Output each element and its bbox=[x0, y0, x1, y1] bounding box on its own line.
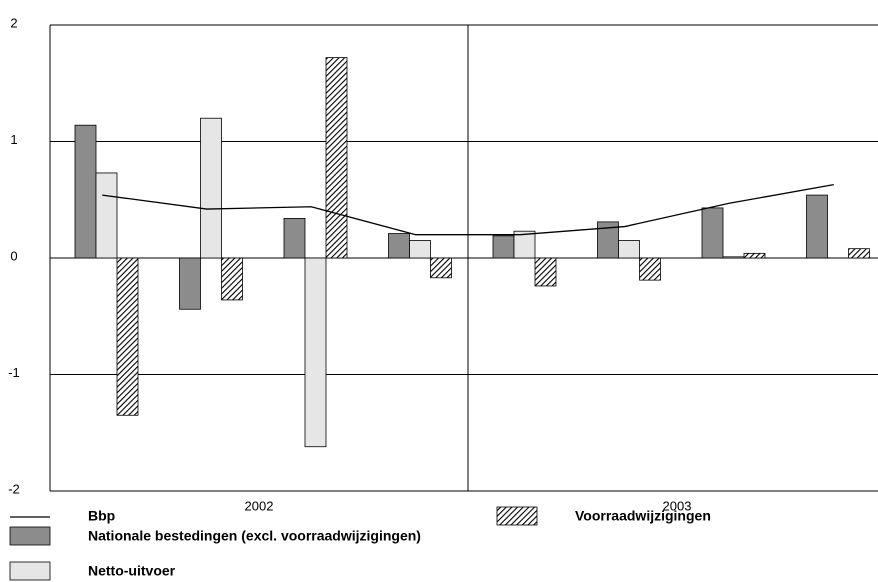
bar bbox=[848, 248, 870, 259]
bar bbox=[492, 235, 515, 259]
bar bbox=[430, 257, 452, 279]
y-tick-label: 1 bbox=[10, 132, 17, 147]
x-group-label: 2003 bbox=[663, 498, 692, 513]
bar bbox=[409, 240, 431, 259]
bar bbox=[597, 221, 619, 259]
bar bbox=[701, 207, 724, 259]
bar bbox=[283, 217, 306, 259]
y-tick-label: 2 bbox=[10, 15, 17, 30]
legend-label: Voorraadwijzigingen bbox=[575, 508, 711, 524]
bar bbox=[116, 257, 139, 416]
legend-label: Netto-uitvoer bbox=[88, 563, 176, 579]
bar bbox=[618, 240, 640, 259]
bar bbox=[639, 257, 661, 281]
legend-label: Bbp bbox=[88, 508, 115, 524]
bar bbox=[743, 252, 766, 259]
x-group-label: 2002 bbox=[245, 498, 274, 513]
legend-swatch bbox=[496, 506, 538, 526]
bar bbox=[200, 117, 222, 259]
bar bbox=[325, 57, 348, 259]
bar bbox=[388, 233, 410, 259]
bar bbox=[722, 256, 745, 259]
bar bbox=[806, 194, 828, 259]
bar bbox=[304, 257, 327, 448]
y-tick-label: 0 bbox=[10, 248, 17, 263]
bar bbox=[513, 230, 536, 259]
bar bbox=[534, 257, 557, 287]
y-tick-label: -1 bbox=[8, 365, 20, 380]
legend-swatch bbox=[9, 526, 51, 546]
bar bbox=[179, 257, 201, 310]
bar bbox=[221, 257, 243, 301]
legend-swatch bbox=[9, 561, 51, 581]
bar bbox=[74, 124, 97, 259]
line-series bbox=[102, 183, 834, 236]
bar bbox=[95, 172, 118, 259]
y-tick-label: -2 bbox=[8, 481, 20, 496]
legend-label: Nationale bestedingen (excl. voorraadwij… bbox=[88, 528, 421, 544]
